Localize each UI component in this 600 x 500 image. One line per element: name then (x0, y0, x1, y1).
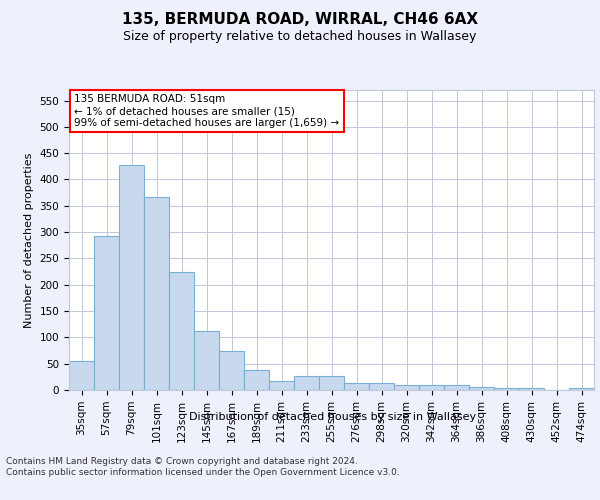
Bar (444, 384, 469, 390)
Text: Distribution of detached houses by size in Wallasey: Distribution of detached houses by size … (190, 412, 476, 422)
Bar (569, 388, 594, 390)
Bar (119, 164, 144, 390)
Bar (494, 388, 519, 390)
Text: 135 BERMUDA ROAD: 51sqm
← 1% of detached houses are smaller (15)
99% of semi-det: 135 BERMUDA ROAD: 51sqm ← 1% of detached… (74, 94, 340, 128)
Bar (69, 361, 94, 390)
Bar (144, 197, 169, 390)
Text: Contains HM Land Registry data © Crown copyright and database right 2024.
Contai: Contains HM Land Registry data © Crown c… (6, 458, 400, 477)
Bar (319, 376, 344, 390)
Bar (194, 330, 219, 390)
Text: 135, BERMUDA ROAD, WIRRAL, CH46 6AX: 135, BERMUDA ROAD, WIRRAL, CH46 6AX (122, 12, 478, 28)
Bar (469, 388, 494, 390)
Bar (294, 376, 319, 390)
Bar (394, 384, 419, 390)
Y-axis label: Number of detached properties: Number of detached properties (24, 152, 34, 328)
Text: Size of property relative to detached houses in Wallasey: Size of property relative to detached ho… (124, 30, 476, 43)
Bar (369, 382, 394, 390)
Bar (169, 272, 194, 390)
Bar (244, 370, 269, 390)
Bar (269, 381, 294, 390)
Bar (344, 382, 369, 390)
Bar (419, 384, 444, 390)
Bar (94, 236, 119, 390)
Bar (219, 350, 244, 390)
Bar (519, 388, 544, 390)
